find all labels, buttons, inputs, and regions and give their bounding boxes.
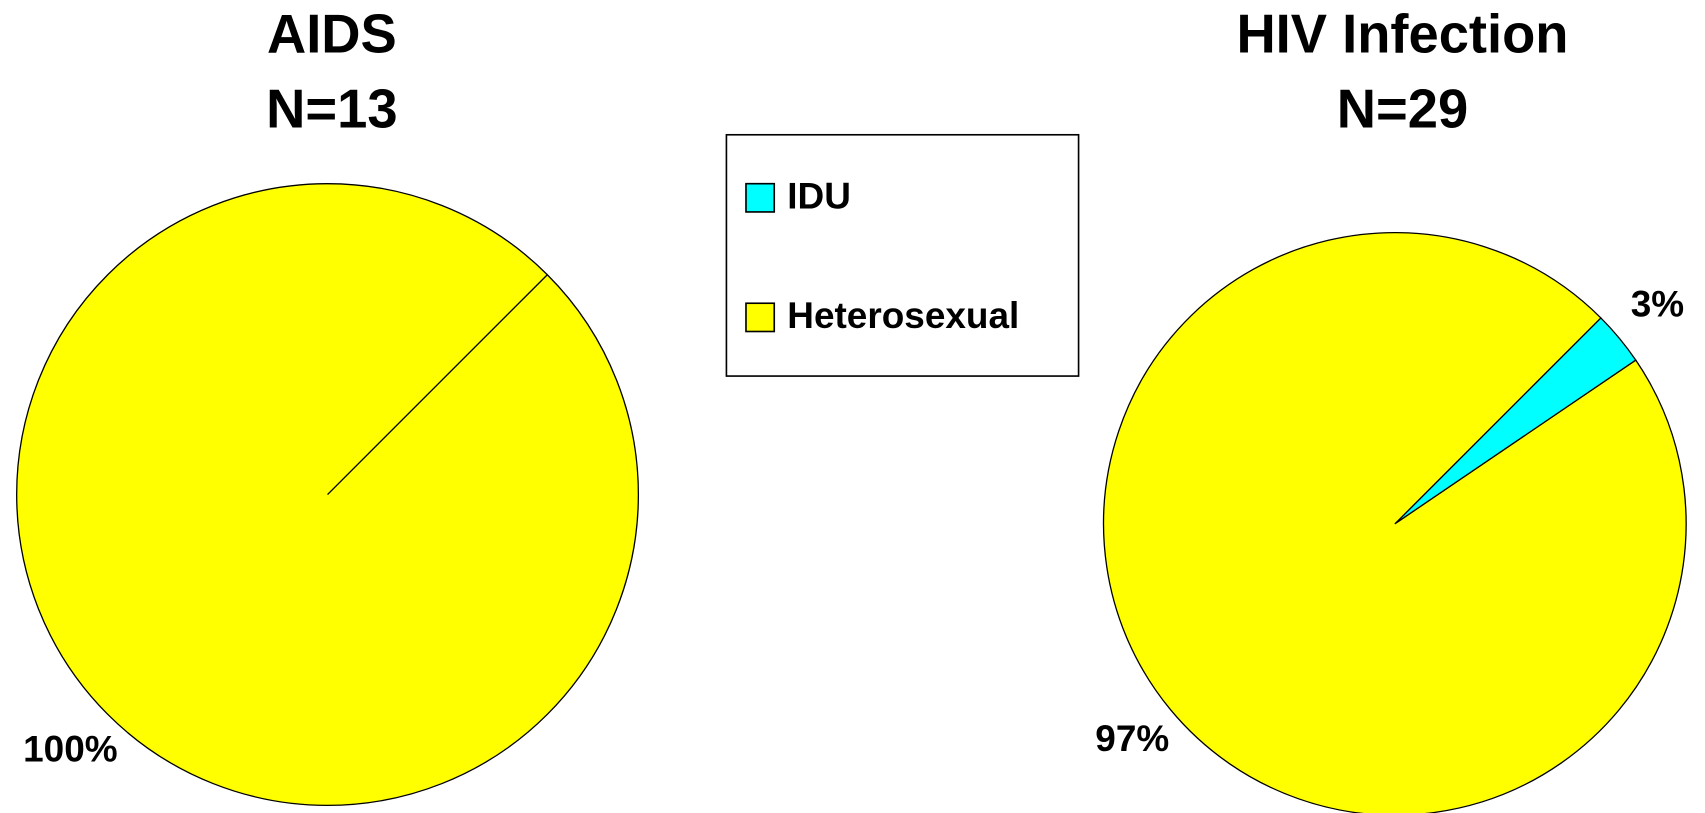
chart-title: HIV Infection	[1236, 3, 1568, 64]
chart-subtitle: N=13	[266, 78, 397, 139]
chart-subtitle: N=29	[1337, 78, 1468, 139]
legend-swatch	[745, 182, 776, 213]
data-label: 3%	[1631, 283, 1684, 324]
pie-slice	[1102, 231, 1687, 813]
legend-box	[725, 133, 1080, 377]
chart-title: AIDS	[267, 3, 397, 64]
data-label: 97%	[1095, 718, 1169, 759]
legend-label: IDU	[787, 176, 851, 217]
pie-slice	[327, 274, 548, 495]
legend-swatch	[745, 302, 776, 333]
data-label: 100%	[23, 728, 117, 769]
legend-label: Heterosexual	[787, 295, 1019, 336]
